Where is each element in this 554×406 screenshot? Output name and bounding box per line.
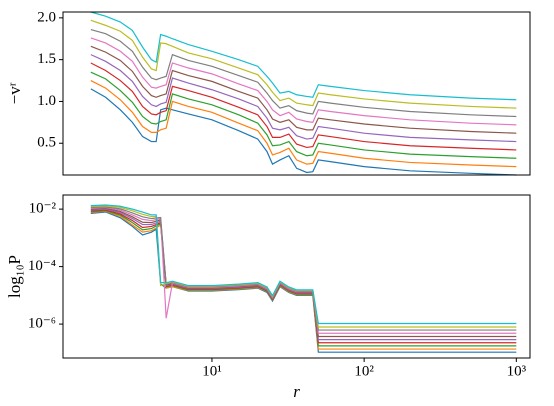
y-tick-label: 10⁻⁴ xyxy=(28,258,56,274)
data-line xyxy=(90,54,517,143)
data-line xyxy=(90,28,517,118)
data-line xyxy=(90,210,517,350)
y-tick-label: 1.5 xyxy=(37,51,56,67)
y-tick-label: 2.0 xyxy=(37,9,56,25)
y-tick-label: 10⁻⁶ xyxy=(28,316,56,332)
y-tick-label: 10⁻² xyxy=(29,201,57,217)
data-line xyxy=(90,62,517,151)
data-line xyxy=(90,80,517,168)
data-line xyxy=(90,37,517,126)
y-tick-label: 1.0 xyxy=(37,93,56,109)
data-line xyxy=(90,204,517,325)
x-tick-label: 10³ xyxy=(507,363,527,379)
x-tick-label: 10¹ xyxy=(202,363,222,379)
data-line xyxy=(90,211,517,353)
data-line xyxy=(90,11,517,101)
y-tick-label: 0.5 xyxy=(37,135,56,151)
data-line xyxy=(90,210,517,347)
plot-frame xyxy=(62,11,531,176)
data-line xyxy=(90,71,517,159)
data-line xyxy=(90,45,517,134)
y-axis-label: −vʳ xyxy=(5,82,24,104)
data-line xyxy=(90,19,517,109)
x-tick-label: 10² xyxy=(354,363,374,379)
y-axis-label: log₁₀P xyxy=(5,255,24,298)
data-line xyxy=(90,207,517,338)
plot-frame xyxy=(62,194,531,359)
x-axis-label: r xyxy=(293,382,300,401)
data-line xyxy=(90,88,517,176)
